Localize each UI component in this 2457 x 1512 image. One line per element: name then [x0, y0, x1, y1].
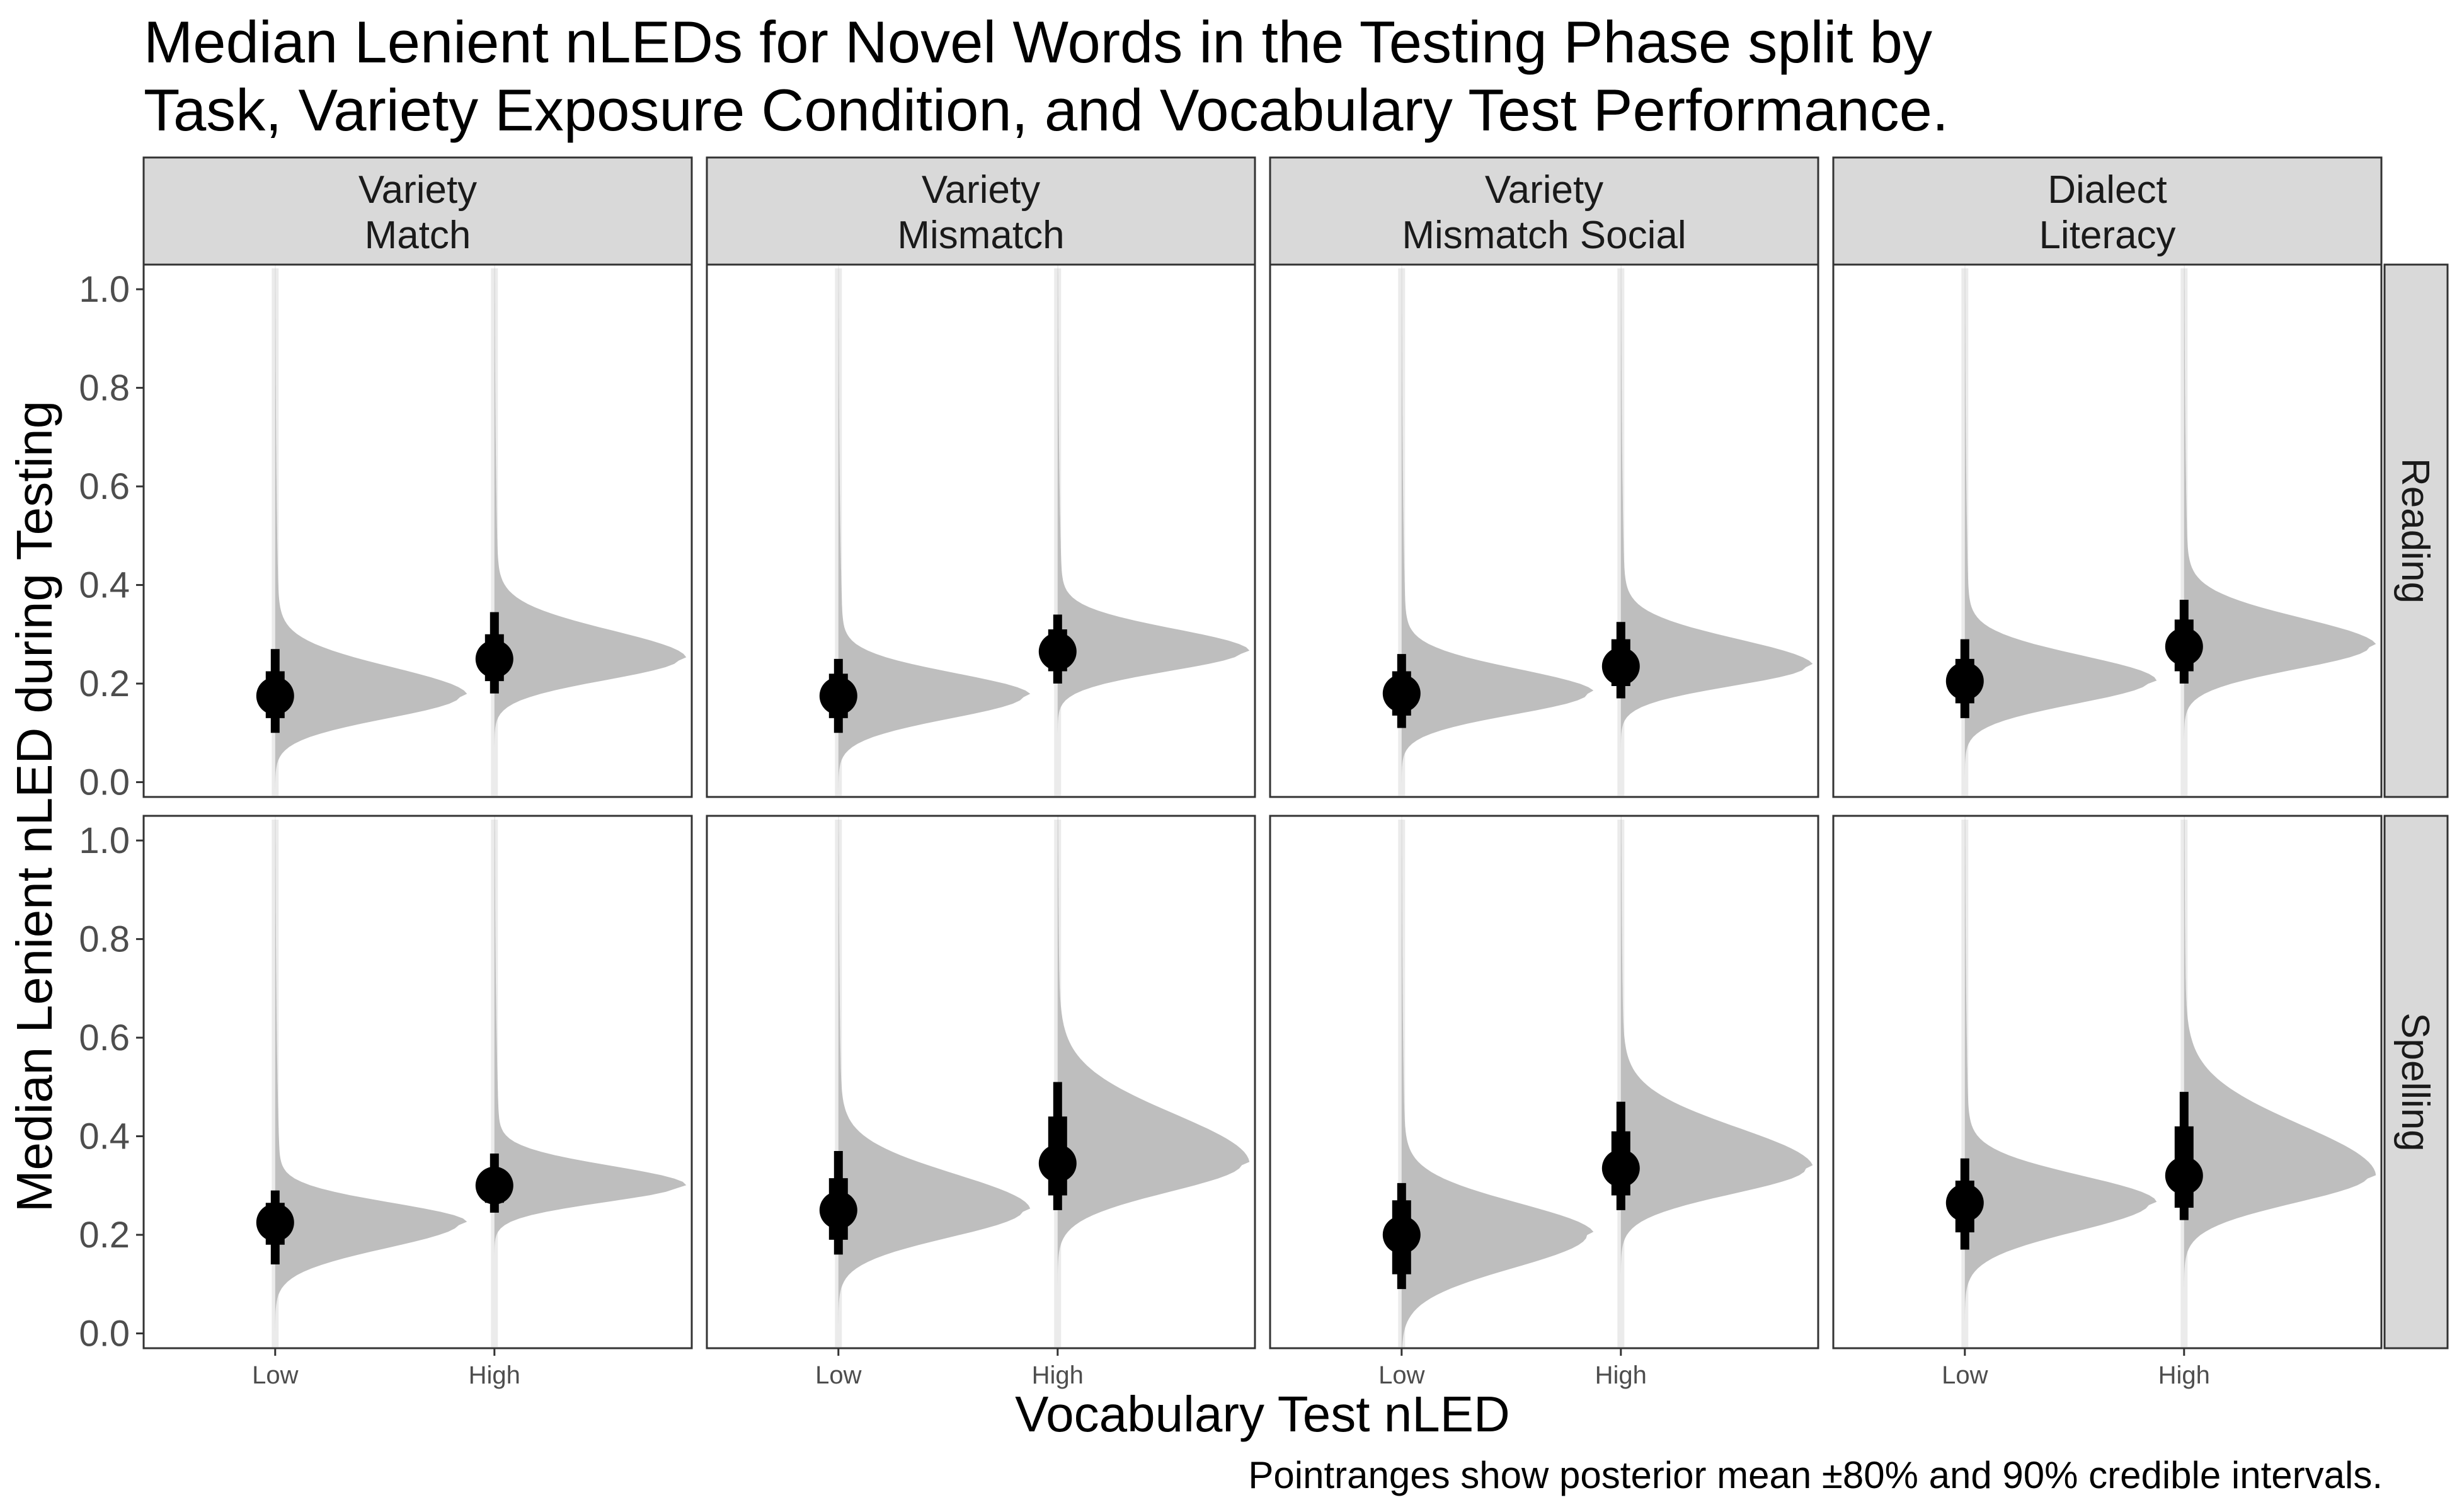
y-tick-label: 0.8 [79, 368, 130, 409]
panel-border [142, 263, 693, 798]
density-slab-high [1057, 265, 1250, 797]
mean-point [475, 1166, 513, 1205]
facet-strip-col-label: Match [365, 214, 471, 257]
facet-strip-col-label: Literacy [2039, 214, 2175, 257]
mean-point [256, 677, 294, 715]
density-slab-low [1964, 265, 2157, 797]
y-tick-label: 0.6 [79, 1017, 130, 1058]
y-tick-label: 0.2 [79, 663, 130, 704]
mean-point [1601, 1149, 1640, 1188]
mean-point [819, 1191, 857, 1229]
panel-background [1270, 265, 1818, 797]
mean-point [819, 677, 857, 715]
chart-title-line-2: Task, Variety Exposure Condition, and Vo… [144, 77, 1949, 143]
density-slab-low [275, 816, 467, 1348]
y-tick-label: 1.0 [79, 269, 130, 310]
panel-border [1832, 263, 2383, 798]
x-tick-label: High [1032, 1361, 1084, 1389]
panel-border [706, 263, 1256, 798]
mean-point [2165, 627, 2203, 666]
density-slab-low [838, 265, 1031, 797]
panel-background [144, 816, 692, 1348]
panel-border [1269, 263, 1819, 798]
chart-caption: Pointranges show posterior mean ±80% and… [1248, 1454, 2383, 1496]
panel-border [1832, 815, 2383, 1349]
x-tick-label: Low [1378, 1361, 1424, 1389]
panel-background [144, 265, 692, 797]
x-tick-label: Low [815, 1361, 861, 1389]
facet-strip-row-label: Reading [2393, 458, 2437, 604]
mean-point [256, 1203, 294, 1242]
mean-point [1382, 1216, 1421, 1254]
facet-strip-col-label: Variety [922, 168, 1040, 212]
panel-border [1269, 815, 1819, 1349]
chart-title-line-1: Median Lenient nLEDs for Novel Words in … [144, 9, 1932, 75]
facet-strip-col-label: Variety [358, 168, 477, 212]
x-tick-label: High [1595, 1361, 1647, 1389]
panel-border [142, 815, 693, 1349]
mean-point [1038, 633, 1077, 671]
mean-point [1038, 1144, 1077, 1183]
facet-strip-row-1 [2383, 815, 2449, 1349]
x-tick-label: Low [1942, 1361, 1988, 1389]
facet-strip-row-label: Spelling [2393, 1012, 2437, 1152]
x-tick-label: High [2158, 1361, 2210, 1389]
facet-strip-col-2 [1269, 156, 1819, 266]
facet-strip-row-0 [2383, 263, 2449, 798]
facet-strip-col-label: Mismatch Social [1402, 214, 1686, 257]
x-tick-label: High [469, 1361, 520, 1389]
density-slab-low [1964, 816, 2157, 1348]
facet-strip-col-3 [1832, 156, 2383, 266]
y-tick-label: 0.6 [79, 466, 130, 507]
mean-point [475, 639, 513, 678]
density-slab-low [1401, 816, 1594, 1348]
y-tick-label: 0.8 [79, 919, 130, 960]
facet-strip-col-label: Variety [1485, 168, 1603, 212]
x-tick-label: Low [252, 1361, 298, 1389]
density-slab-high [1620, 265, 1813, 797]
density-slab-high [2184, 265, 2376, 797]
density-slab-low [838, 816, 1031, 1348]
y-axis-label: Median Lenient nLED during Testing [6, 401, 62, 1212]
y-tick-label: 0.2 [79, 1215, 130, 1256]
y-tick-label: 0.0 [79, 762, 130, 803]
panel-background [707, 265, 1255, 797]
x-axis-label: Vocabulary Test nLED [1015, 1386, 1510, 1442]
mean-point [1601, 647, 1640, 685]
facet-strip-col-label: Dialect [2048, 168, 2167, 212]
mean-point [1945, 1184, 1984, 1222]
mean-point [1945, 662, 1984, 701]
panel-background [1833, 265, 2381, 797]
panel-background [1833, 816, 2381, 1348]
y-tick-label: 0.0 [79, 1314, 130, 1354]
panel-background [707, 816, 1255, 1348]
mean-point [2165, 1157, 2203, 1195]
density-slab-low [275, 265, 467, 797]
y-tick-label: 1.0 [79, 820, 130, 861]
mean-point [1382, 674, 1421, 713]
panel-border [706, 815, 1256, 1349]
y-tick-label: 0.4 [79, 565, 130, 606]
panel-background [1270, 816, 1818, 1348]
density-slab-high [494, 265, 687, 797]
facet-strip-col-1 [706, 156, 1256, 266]
density-slab-high [2184, 816, 2376, 1348]
density-slab-low [1401, 265, 1594, 797]
density-slab-high [1057, 816, 1250, 1348]
y-tick-label: 0.4 [79, 1116, 130, 1157]
facet-strip-col-label: Mismatch [897, 214, 1064, 257]
